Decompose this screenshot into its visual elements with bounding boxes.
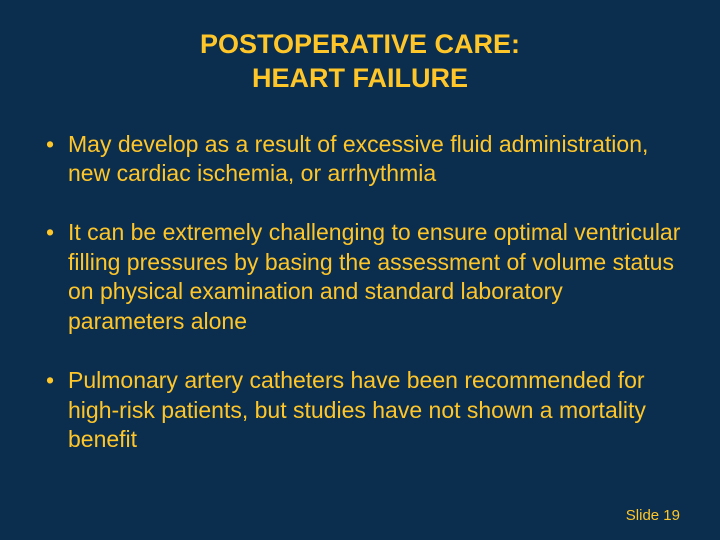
bullet-item: Pulmonary artery catheters have been rec… bbox=[44, 366, 682, 454]
bullet-text: May develop as a result of excessive flu… bbox=[68, 131, 648, 186]
title-line-1: POSTOPERATIVE CARE: bbox=[200, 29, 520, 59]
bullet-list: May develop as a result of excessive flu… bbox=[38, 130, 682, 455]
bullet-text: Pulmonary artery catheters have been rec… bbox=[68, 367, 646, 452]
slide-number: Slide 19 bbox=[626, 507, 680, 524]
title-line-2: HEART FAILURE bbox=[252, 63, 468, 93]
bullet-text: It can be extremely challenging to ensur… bbox=[68, 219, 680, 333]
slide-container: POSTOPERATIVE CARE: HEART FAILURE May de… bbox=[0, 0, 720, 540]
slide-title: POSTOPERATIVE CARE: HEART FAILURE bbox=[98, 28, 622, 96]
bullet-item: May develop as a result of excessive flu… bbox=[44, 130, 682, 189]
bullet-item: It can be extremely challenging to ensur… bbox=[44, 218, 682, 336]
